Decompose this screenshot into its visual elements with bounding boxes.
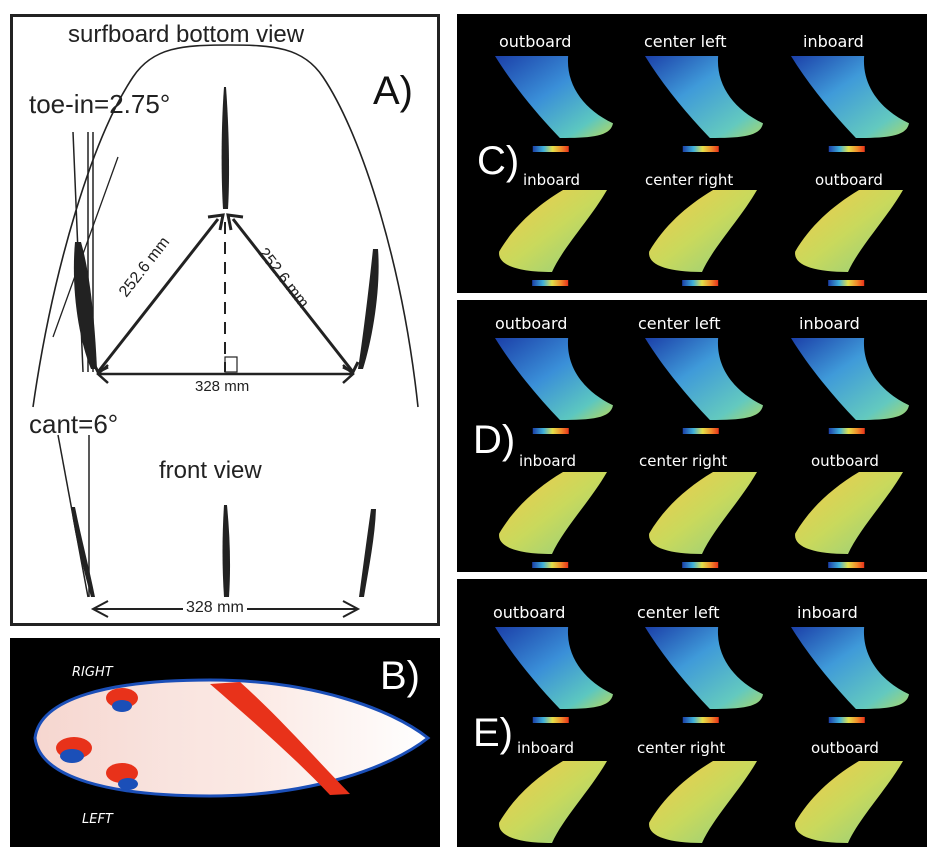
panel-letter-d: D) (473, 418, 516, 462)
fin-pressure-map (791, 338, 909, 420)
fin-pressure-map (645, 627, 763, 709)
colorbar (682, 280, 719, 286)
fin-pressure-map (649, 472, 757, 554)
fin-label-center-right: center right (637, 739, 726, 757)
fin-label-outboard-lower: outboard (815, 171, 883, 189)
fin-maps-c (495, 56, 909, 286)
colorbar (682, 717, 719, 723)
panel-d-fin-pressure: outboard center left inboard inboard cen… (457, 300, 927, 572)
colorbar (828, 717, 865, 723)
fin-label-inboard-lower: inboard (519, 452, 576, 470)
panel-letter-a: A) (373, 69, 413, 113)
fin-pressure-map (499, 472, 607, 554)
fin-label-outboard-lower: outboard (811, 739, 879, 757)
fin-pressure-map (795, 472, 903, 554)
fin-label-center-right: center right (639, 452, 728, 470)
front-distance-label: 328 mm (183, 599, 247, 617)
fin-label-inboard: inboard (797, 603, 858, 622)
front-left-fin (71, 507, 95, 597)
colorbar (682, 146, 719, 152)
colorbar (532, 428, 569, 434)
panel-e-fin-pressure: outboard center left inboard inboard cen… (457, 579, 927, 847)
fin-pressure-map (495, 627, 613, 709)
fin-pressure-map (495, 56, 613, 138)
fin-maps-e (495, 627, 909, 843)
fin-pressure-map (645, 338, 763, 420)
toe-in-label: toe-in=2.75° (29, 89, 171, 119)
fin-pressure-map (649, 761, 757, 843)
fin-label-inboard-lower: inboard (523, 171, 580, 189)
panel-a-fin-geometry: surfboard bottom view A) toe-in=2.75° 25… (10, 14, 440, 626)
panel-letter-c: C) (477, 139, 520, 183)
fin-pressure-map (795, 761, 903, 843)
fin-label-center-right: center right (645, 171, 734, 189)
fin-pressure-map (649, 190, 757, 272)
board-pressure-plot (33, 678, 431, 798)
fin-pressure-map (791, 627, 909, 709)
front-view-label: front view (159, 457, 262, 484)
panel-c-fin-pressure: outboard center left inboard inboard cen… (457, 14, 927, 293)
arrow-right-diagonal (231, 218, 355, 373)
colorbar (532, 717, 569, 723)
left-fin-pressure (106, 763, 138, 783)
center-fin (221, 87, 230, 209)
front-center-fin (222, 505, 231, 597)
arrow-left-diagonal (96, 218, 220, 373)
fin-label-inboard: inboard (803, 32, 864, 51)
bottom-view-title: surfboard bottom view (68, 21, 305, 48)
fin-label-center-left: center left (637, 603, 720, 622)
fin-label-inboard: inboard (799, 314, 860, 333)
cant-label: cant=6° (29, 409, 119, 439)
high-pressure-band (210, 682, 350, 795)
distance-bottom-label: 328 mm (195, 378, 250, 395)
board-outline (32, 44, 419, 408)
fin-pressure-map (499, 190, 607, 272)
panel-letter-e: E) (473, 711, 513, 755)
colorbar (828, 146, 865, 152)
colorbar (828, 428, 865, 434)
fin-label-center-left: center left (638, 314, 721, 333)
panel-b-pressure-board: RIGHT LEFT B) (10, 638, 440, 847)
fin-pressure-map (795, 190, 903, 272)
fin-label-outboard: outboard (499, 32, 572, 51)
right-fin (358, 249, 379, 369)
colorbar (682, 562, 719, 568)
colorbar (532, 280, 569, 286)
fin-label-center-left: center left (644, 32, 727, 51)
front-right-fin (359, 509, 376, 597)
left-fin (73, 242, 97, 369)
colorbar (682, 428, 719, 434)
fin-maps-d (495, 338, 909, 568)
fin-pressure-map (791, 56, 909, 138)
right-side-label: RIGHT (72, 665, 113, 680)
fin-pressure-map (495, 338, 613, 420)
colorbar (828, 280, 865, 286)
fin-label-outboard-lower: outboard (811, 452, 879, 470)
panel-letter-b: B) (380, 654, 420, 698)
fin-pressure-map (499, 761, 607, 843)
colorbar (828, 562, 865, 568)
colorbar (532, 562, 569, 568)
fin-pressure-map (645, 56, 763, 138)
left-side-label: LEFT (82, 812, 113, 827)
colorbar (532, 146, 569, 152)
fin-label-outboard: outboard (495, 314, 568, 333)
fin-label-inboard-lower: inboard (517, 739, 574, 757)
geometry-drawing (32, 44, 419, 618)
fin-label-outboard: outboard (493, 603, 566, 622)
